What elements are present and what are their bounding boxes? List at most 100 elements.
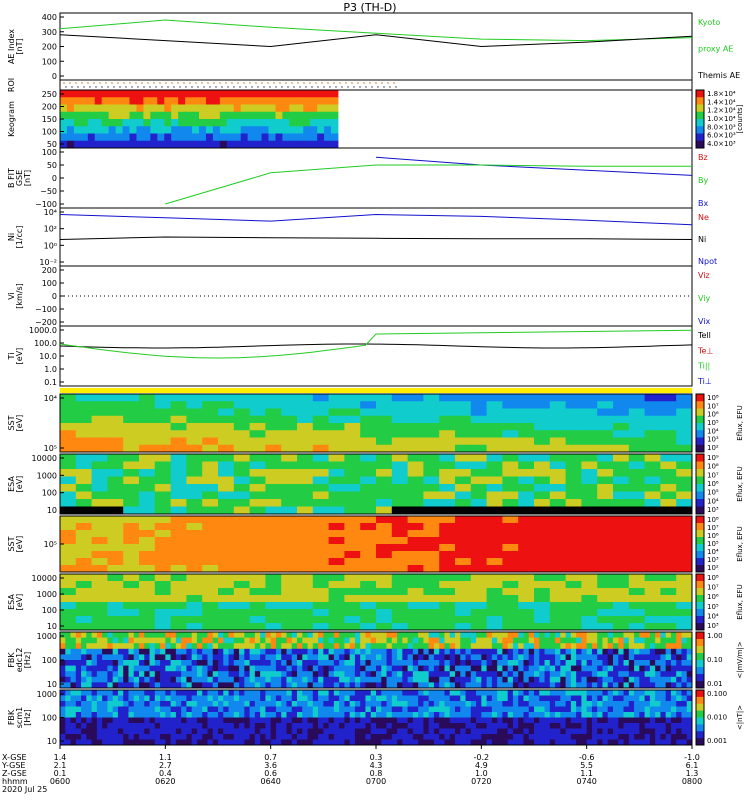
spectrogram-cell — [122, 90, 130, 98]
spectrogram-cell — [170, 484, 187, 492]
spectrogram-cell — [261, 97, 269, 105]
series-line-4 — [59, 236, 693, 240]
spectrogram-cell — [181, 723, 187, 729]
spectrogram-cell — [165, 637, 171, 644]
spectrogram-cell — [178, 140, 186, 149]
spectrogram-cell — [676, 516, 693, 524]
spectrogram-cell — [518, 706, 524, 713]
spectrogram-cell — [212, 660, 219, 666]
colorbar-segment — [696, 591, 704, 596]
spectrogram-cell — [565, 491, 582, 500]
spectrogram-cell — [254, 97, 262, 105]
spectrogram-cell — [549, 574, 566, 582]
spectrogram-cell — [80, 97, 89, 105]
spectrogram-cell — [218, 454, 235, 462]
spectrogram-cell — [502, 565, 519, 573]
spectrogram-cell — [75, 437, 92, 446]
spectrogram-cell — [202, 408, 219, 417]
spectrogram-cell — [128, 706, 135, 713]
spectrogram-cell — [360, 648, 366, 655]
spectrogram-cell — [376, 537, 393, 545]
spectrogram-cell — [565, 437, 582, 446]
spectrogram-cell — [460, 712, 466, 718]
y-tick-label: 200 — [42, 103, 57, 112]
spectrogram-cell — [281, 558, 298, 566]
spectrogram-cell — [150, 111, 158, 120]
spectrogram-cell — [223, 660, 229, 666]
spectrogram-cell — [212, 637, 219, 644]
spectrogram-cell — [144, 682, 150, 689]
y-axis-label: Ni — [7, 233, 16, 241]
spectrogram-cell — [370, 695, 377, 702]
spectrogram-cell — [549, 739, 556, 746]
spectrogram-cell — [644, 665, 651, 672]
spectrogram-cell — [218, 654, 224, 661]
spectrogram-cell — [555, 643, 561, 650]
spectrogram-cell — [681, 643, 688, 650]
spectrogram-cell — [249, 401, 266, 409]
spectrogram-cell — [534, 660, 540, 666]
spectrogram-cell — [133, 632, 140, 638]
spectrogram-cell — [75, 588, 92, 596]
spectrogram-cell — [686, 728, 693, 735]
spectrogram-cell — [112, 734, 119, 740]
spectrogram-cell — [407, 499, 424, 507]
spectrogram-cell — [376, 394, 393, 402]
spectrogram-cell — [560, 676, 566, 683]
spectrogram-cell — [576, 637, 582, 644]
spectrogram-cell — [91, 469, 108, 477]
spectrogram-cell — [376, 491, 393, 500]
colorbar: 1.000.100.01<|mV/m|> — [695, 631, 744, 689]
spectrogram-cell — [265, 632, 272, 638]
spectrogram-cell — [581, 723, 588, 729]
spectrogram-cell — [323, 660, 329, 666]
colorbar-segment — [696, 465, 704, 470]
spectrogram-cell — [249, 695, 256, 702]
spectrogram-cell — [502, 643, 509, 650]
roi-dot — [123, 82, 125, 84]
spectrogram-cell — [470, 461, 487, 470]
spectrogram-cell — [81, 665, 87, 672]
spectrogram-cell — [686, 676, 693, 683]
spectrogram-cell — [324, 97, 332, 105]
spectrogram-cell — [365, 717, 372, 724]
spectrogram-cell — [196, 643, 203, 650]
spectrogram-cell — [297, 588, 314, 596]
spectrogram-cell — [423, 676, 430, 683]
spectrogram-cell — [186, 637, 193, 644]
spectrogram-cell — [247, 140, 255, 149]
spectrogram-cell — [297, 671, 303, 678]
colorbar-frame — [695, 631, 705, 689]
spectrogram-cell — [265, 423, 282, 431]
spectrogram-cell — [191, 637, 198, 644]
spectrogram-cell — [75, 739, 82, 746]
spectrogram-cell — [239, 706, 245, 713]
spectrogram-cell — [549, 537, 566, 545]
spectrogram-cell — [149, 712, 156, 718]
spectrogram-cell — [423, 712, 430, 718]
spectrogram-cell — [265, 648, 272, 655]
spectrogram-cell — [233, 530, 250, 538]
colorbar-frame — [695, 515, 705, 573]
spectrogram-cell — [268, 126, 276, 134]
spectrogram-cell — [181, 728, 187, 735]
y-axis-label: ROI — [7, 78, 16, 92]
spectrogram-cell — [376, 437, 393, 446]
spectrogram-cell — [381, 660, 387, 666]
spectrogram-cell — [644, 506, 661, 515]
spectrogram-cell — [570, 739, 577, 746]
spectrogram-cell — [565, 394, 582, 402]
spectrogram-cell — [354, 660, 361, 666]
colorbar-segment — [696, 677, 704, 682]
spectrogram-cell — [175, 676, 182, 683]
colorbar-segment — [696, 605, 704, 610]
spectrogram-cell — [202, 648, 208, 655]
spectrogram-cell — [107, 695, 114, 702]
spectrogram-cell — [628, 602, 645, 610]
spectrogram-cell — [270, 676, 277, 683]
spectrogram-cell — [81, 712, 87, 718]
spectrogram-cell — [686, 706, 693, 713]
spectrogram-cell — [60, 97, 68, 105]
spectrogram-cell — [360, 415, 377, 424]
